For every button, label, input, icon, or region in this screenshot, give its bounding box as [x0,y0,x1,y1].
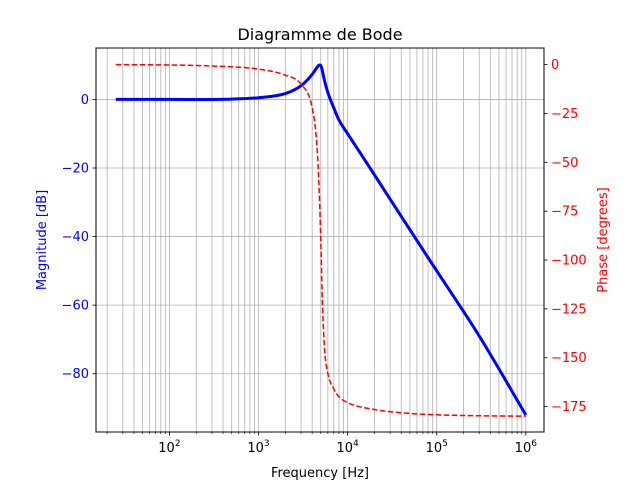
right-y-tick-label: −50 [551,156,578,171]
right-y-axis-label: Phase [degrees] [596,187,611,292]
right-y-tick-label: −75 [551,205,578,220]
left-y-tick-label: −60 [62,299,89,314]
right-y-tick-label: −100 [551,254,587,269]
right-y-tick-label: −150 [551,351,587,366]
x-axis-label: Frequency [Hz] [271,466,369,480]
x-tick-label: 102 [158,439,180,456]
phase-line [115,63,526,417]
x-tick-label: 105 [426,439,448,456]
left-y-tick-label: −80 [62,367,89,382]
axes: 102 103 104 105 106 0 −20 −40 −60 −80 0 −25 −50 −75 −1… [62,58,587,456]
left-y-axis-label: Magnitude [dB] [35,190,50,290]
chart-title: Diagramme de Bode [237,25,402,44]
series-layer [115,63,528,417]
right-y-tick-label: −175 [551,400,587,415]
plot-frame [95,47,545,433]
right-y-tick-label: −125 [551,302,587,317]
right-y-tick-label: −25 [551,107,578,122]
left-y-tick-label: −40 [62,230,89,245]
x-tick-label: 106 [515,439,538,456]
left-y-tick-label: 0 [81,93,89,108]
magnitude-line [115,63,528,416]
left-y-tick-label: −20 [62,162,89,177]
x-tick-label: 104 [336,439,359,456]
right-y-tick-label: 0 [551,58,559,73]
x-tick-label: 103 [247,439,269,456]
